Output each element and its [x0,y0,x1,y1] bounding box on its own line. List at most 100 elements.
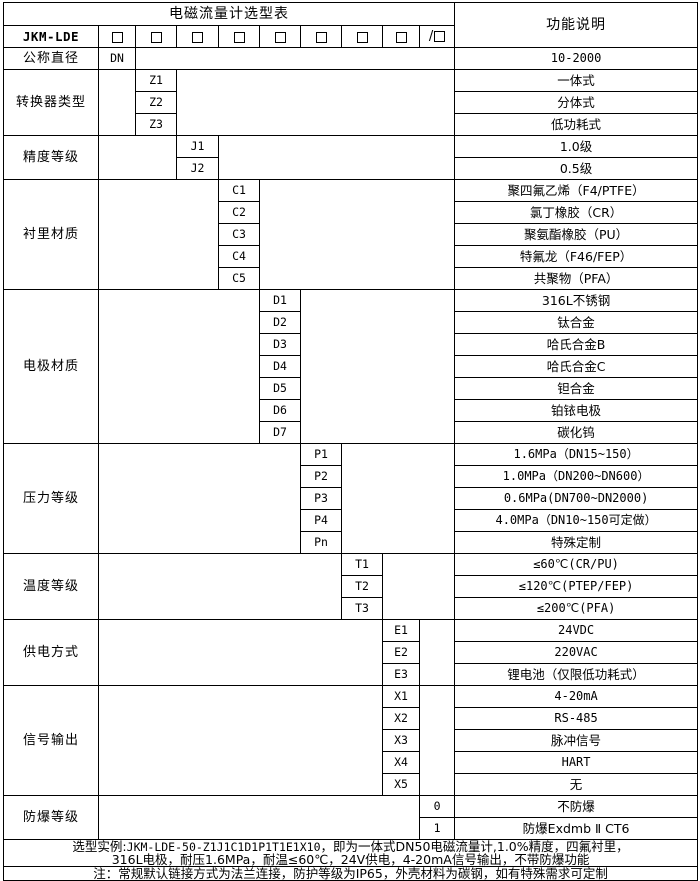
row-lining-5: C5 共聚物（PFA） [4,267,699,290]
code-electrode-d4[interactable]: D4 [259,355,301,378]
code-lining-c5[interactable]: C5 [218,267,260,290]
row-signal-2: X2 RS-485 [4,707,699,730]
desc-lining-c2: 氯丁橡胶（CR） [454,201,699,224]
code-electrode-d7[interactable]: D7 [259,421,301,444]
desc-converter-z1: 一体式 [454,69,699,92]
code-nominal-diameter[interactable]: DN [98,47,136,70]
desc-pressure-pn: 特殊定制 [454,531,699,554]
code-pressure-p2[interactable]: P2 [300,465,342,488]
checkbox-icon [315,31,327,43]
desc-signal-x4: HART [454,751,699,774]
category-lining-material: 衬里材质 [3,179,99,290]
row-temperature-3: T3 ≤200℃(PFA) [4,597,699,620]
code-box-2[interactable] [135,25,177,48]
code-temperature-t2[interactable]: T2 [341,575,383,598]
category-power-supply: 供电方式 [3,619,99,686]
code-lining-c3[interactable]: C3 [218,223,260,246]
code-box-4[interactable] [218,25,260,48]
code-signal-x2[interactable]: X2 [382,707,420,730]
checkbox-icon [434,31,446,42]
spacer-pressure-right [340,443,456,554]
code-box-6[interactable] [300,25,342,48]
spacer-temperature-right [381,553,456,620]
code-box-7[interactable] [341,25,383,48]
row-lining-3: C3 聚氨酯橡胶（PU） [4,223,699,246]
row-pressure-4: P4 4.0MPa（DN10~150可定做） [4,509,699,532]
footer-example-row: 选型实例:JKM-LDE-50-Z1J1C1D1P1T1E1X10，即为一体式D… [2,838,699,868]
spacer-nominal-diameter [134,47,456,70]
category-pressure-grade: 压力等级 [3,443,99,554]
code-converter-z1[interactable]: Z1 [135,69,177,92]
spacer-temperature-left [98,553,342,620]
desc-power-e1: 24VDC [454,619,699,642]
code-power-e1[interactable]: E1 [382,619,420,642]
code-explosion-1[interactable]: 1 [418,817,456,840]
category-signal-output: 信号输出 [3,685,99,796]
row-signal-1: 信号输出 X1 4-20mA [3,685,699,796]
code-accuracy-j1[interactable]: J1 [176,135,219,158]
code-electrode-d5[interactable]: D5 [259,377,301,400]
desc-signal-x3: 脉冲信号 [454,729,699,752]
spacer-signal-left [98,685,383,796]
row-temperature-2: T2 ≤120℃(PTEP/FEP) [4,575,699,598]
code-signal-x5[interactable]: X5 [382,773,420,796]
code-lining-c2[interactable]: C2 [218,201,260,224]
slash-separator: / [428,28,434,44]
category-electrode-material: 电极材质 [3,289,99,444]
spacer-lining-left [98,179,219,290]
row-electrode-2: D2 钛合金 [4,311,699,334]
footer-note: 注：常规默认链接方式为法兰连接，防护等级为IP65，外壳材料为碳钢，如有特殊需求… [2,866,699,881]
code-temperature-t1[interactable]: T1 [341,553,383,576]
desc-electrode-d2: 钛合金 [454,311,699,334]
code-explosion-0[interactable]: 0 [418,795,456,818]
code-box-9[interactable]: / [418,25,456,48]
category-explosion-proof: 防爆等级 [3,795,99,840]
row-signal-3: X3 脉冲信号 [4,729,699,752]
code-accuracy-j2[interactable]: J2 [176,157,219,180]
spacer-electrode-left [98,289,260,444]
checkbox-icon [233,31,245,43]
code-box-5[interactable] [259,25,301,48]
code-converter-z3[interactable]: Z3 [135,113,177,136]
desc-temperature-t1: ≤60℃(CR/PU) [454,553,699,576]
code-temperature-t3[interactable]: T3 [341,597,383,620]
table-title-row: 电磁流量计选型表 功能说明 [2,2,699,48]
code-signal-x3[interactable]: X3 [382,729,420,752]
code-electrode-d1[interactable]: D1 [259,289,301,312]
code-electrode-d2[interactable]: D2 [259,311,301,334]
code-electrode-d3[interactable]: D3 [259,333,301,356]
row-explosion-1: 防爆等级 0 不防爆 [3,795,699,840]
desc-converter-z2: 分体式 [454,91,699,114]
code-box-1[interactable] [98,25,136,48]
code-box-8[interactable] [382,25,420,48]
checkbox-icon [395,31,407,43]
code-power-e2[interactable]: E2 [382,641,420,664]
desc-temperature-t3: ≤200℃(PFA) [454,597,699,620]
code-box-3[interactable] [176,25,219,48]
row-signal-4: X4 HART [4,751,699,774]
code-lining-c4[interactable]: C4 [218,245,260,268]
desc-explosion-0: 不防爆 [454,795,699,818]
checkbox-icon [274,31,286,43]
code-pressure-p4[interactable]: P4 [300,509,342,532]
code-signal-x1[interactable]: X1 [382,685,420,708]
code-electrode-d6[interactable]: D6 [259,399,301,422]
desc-lining-c1: 聚四氟乙烯（F4/PTFE） [454,179,699,202]
row-nominal-diameter: 公称直径 DN 10-2000 [3,47,699,70]
code-converter-z2[interactable]: Z2 [135,91,177,114]
row-electrode-1: 电极材质 D1 316L不锈钢 [3,289,699,444]
code-pressure-p1[interactable]: P1 [300,443,342,466]
code-pressure-pn[interactable]: Pn [300,531,342,554]
desc-electrode-d4: 哈氏合金C [454,355,699,378]
row-converter-type-3: Z3 低功耗式 [4,113,699,136]
row-power-3: E3 锂电池（仅限低功耗式） [4,663,699,686]
desc-signal-x2: RS-485 [454,707,699,730]
row-pressure-1: 压力等级 P1 1.6MPa（DN15~150） [3,443,699,554]
row-power-2: E2 220VAC [4,641,699,664]
code-signal-x4[interactable]: X4 [382,751,420,774]
function-description-header: 功能说明 [454,2,699,48]
desc-power-e3: 锂电池（仅限低功耗式） [454,663,699,686]
code-power-e3[interactable]: E3 [382,663,420,686]
code-pressure-p3[interactable]: P3 [300,487,342,510]
code-lining-c1[interactable]: C1 [218,179,260,202]
